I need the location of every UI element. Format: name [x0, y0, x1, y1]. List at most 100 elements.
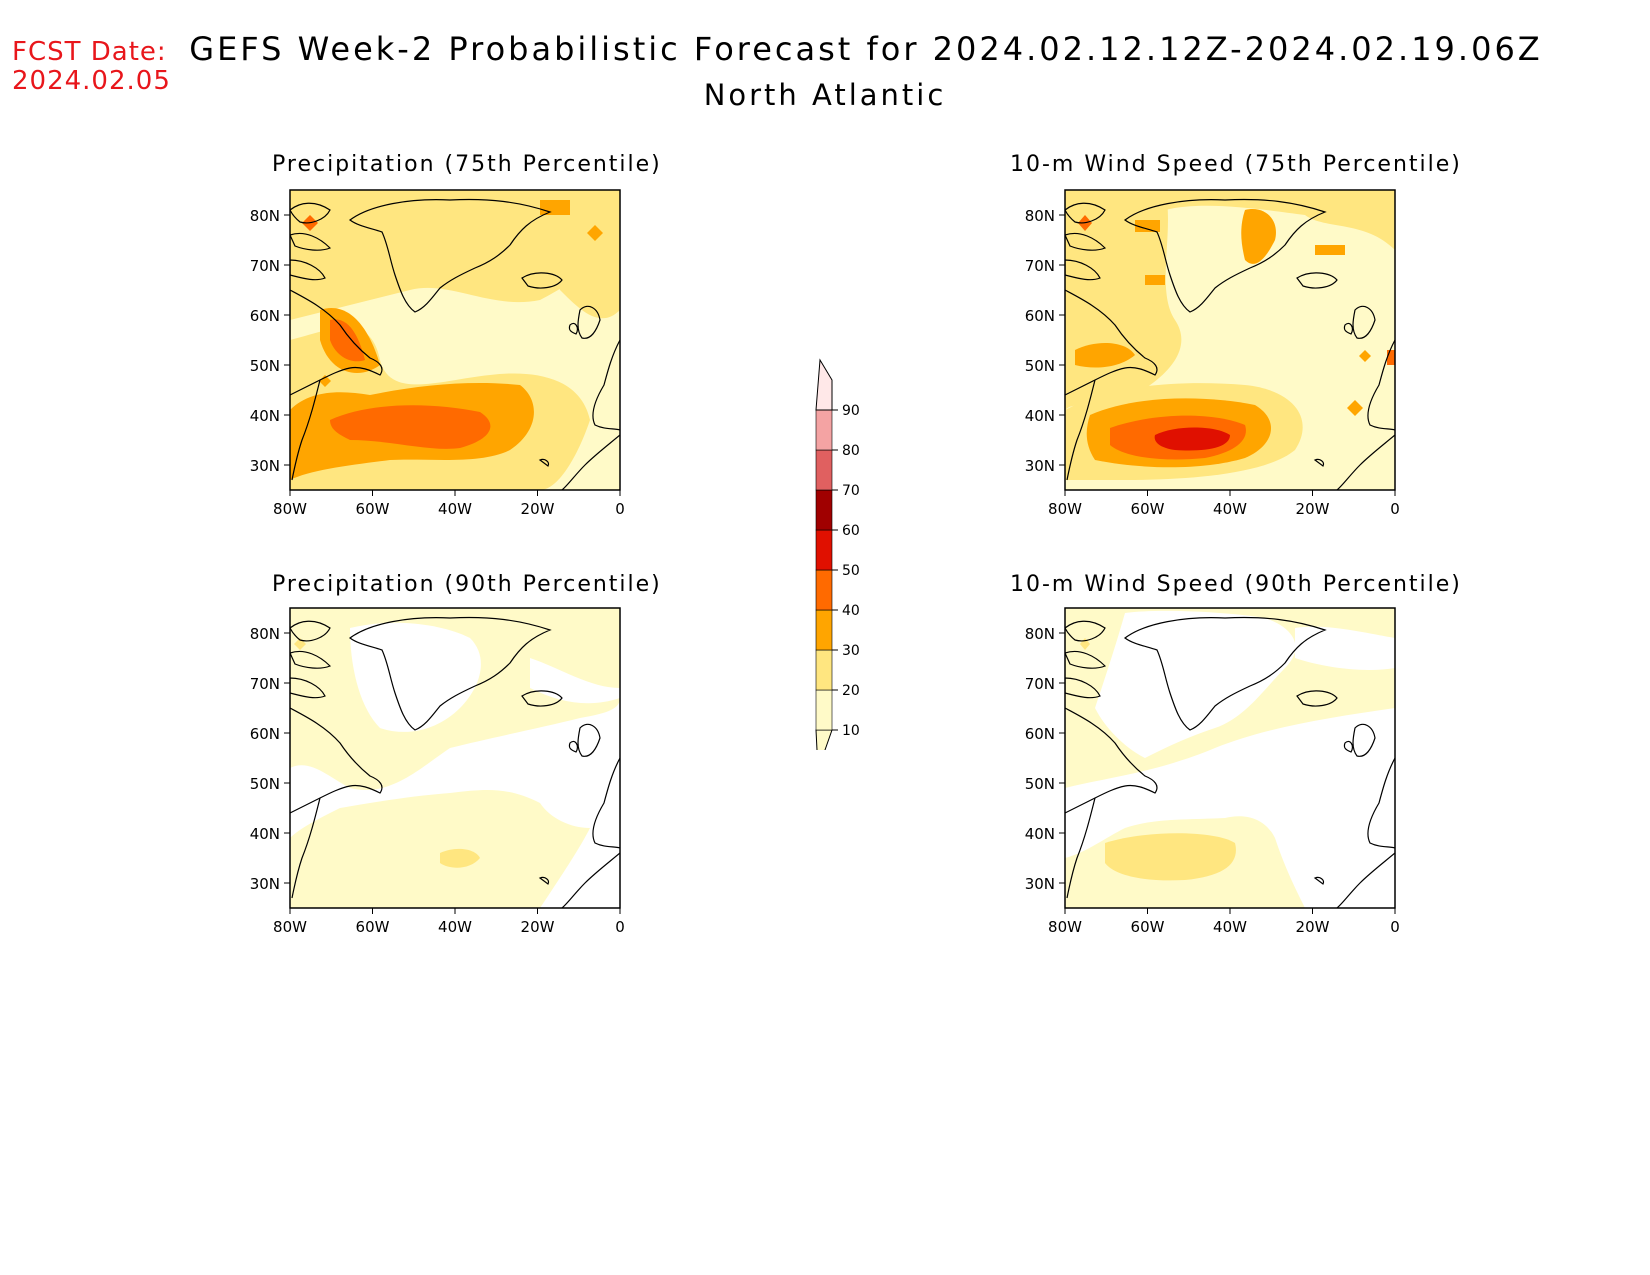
precip75-coastline-10	[561, 434, 620, 490]
wind90-ytick-label-5: 30N	[1025, 875, 1055, 893]
panel-title-wind75: 10-m Wind Speed (75th Percentile)	[1010, 152, 1462, 177]
precip75-coastline-0	[348, 198, 552, 313]
precip90-ytick-label-5: 30N	[250, 875, 280, 893]
wind90-ytick-label-2: 60N	[1025, 725, 1055, 743]
main-title: GEFS Week-2 Probabilistic Forecast for 2…	[189, 30, 1543, 68]
wind75-shade-10	[1135, 220, 1160, 232]
wind90-coastline-9	[1367, 757, 1395, 849]
precip75-shade-3	[530, 190, 620, 319]
colorbar: 10 20 30 40 50 60 70 80 90	[810, 330, 870, 771]
wind75-shade-2	[1165, 190, 1395, 250]
precip75-ytick-label-0: 80N	[250, 207, 280, 225]
colorbar-label-4: 50	[842, 563, 860, 579]
colorbar-segment-1	[815, 649, 833, 691]
precip75-plot: 80N 70N 60N 50N 40N 30N 80W 60W 40W 20W 0	[250, 189, 625, 518]
panel-title-precip90: Precipitation (90th Percentile)	[272, 572, 662, 597]
precip90-ytick-label-4: 40N	[250, 825, 280, 843]
precip90-coastline-6	[521, 690, 563, 707]
wind75-shade-11	[1359, 350, 1371, 362]
wind90-shade-3	[1295, 626, 1395, 670]
fcst-date: FCST Date: 2024.02.05	[12, 38, 171, 96]
precip90-coastline-7	[577, 723, 601, 757]
precip90-coastline-0	[348, 616, 552, 731]
colorbar-segment-0	[815, 689, 833, 731]
precip90-ytick-label-3: 50N	[250, 775, 280, 793]
wind75-xtick-label-4: 0	[1390, 500, 1400, 518]
colorbar-segment-3	[815, 569, 833, 611]
precip75-ytick-label-1: 70N	[250, 257, 280, 275]
precip75-xtick-label-0: 80W	[273, 500, 307, 518]
precip90-shade-2	[290, 698, 620, 908]
wind75-ytick-label-3: 50N	[1025, 357, 1055, 375]
colorbar-segment-8	[815, 358, 833, 411]
wind75-coastline-10	[1336, 434, 1395, 490]
wind75-ytick-label-5: 30N	[1025, 457, 1055, 475]
precip90-fields	[290, 608, 620, 908]
precip90-coastline-3	[290, 677, 326, 699]
precip75-ytick-label-4: 40N	[250, 407, 280, 425]
precip90-xtick-label-4: 0	[615, 918, 625, 936]
colorbar-label-0: 10	[842, 723, 860, 739]
wind75-coastline-7	[1352, 305, 1376, 339]
wind75-ytick-label-2: 60N	[1025, 307, 1055, 325]
wind75-xtick-label-1: 60W	[1131, 500, 1165, 518]
precip75-coastline-8	[568, 322, 579, 335]
colorbar-segment-5	[815, 489, 833, 531]
colorbar-segment-7	[815, 409, 833, 451]
wind75-xtick-label-2: 40W	[1213, 500, 1247, 518]
region-subtitle: North Atlantic	[703, 78, 947, 112]
wind90-ytick-label-1: 70N	[1025, 675, 1055, 693]
wind75-shade-14	[1145, 275, 1165, 285]
wind75-plot: 80N 70N 60N 50N 40N 30N 80W 60W 40W 20W 0	[1025, 189, 1400, 518]
precip75-fields	[290, 190, 620, 490]
wind75-coastline-6	[1296, 272, 1338, 289]
wind90-coastline-5	[1066, 797, 1096, 899]
precip90-coastline-8	[568, 740, 579, 753]
wind90-shade-4	[1105, 833, 1236, 881]
precip75-coastline-11	[538, 458, 550, 467]
wind90-xtick-label-2: 40W	[1213, 918, 1247, 936]
wind90-plot: 80N 70N 60N 50N 40N 30N 80W 60W 40W 20W 0	[1025, 607, 1400, 936]
wind75-coastline-8	[1343, 322, 1354, 335]
map-precip75-svg: 80N 70N 60N 50N 40N 30N 80W 60W 40W 20W 0	[250, 189, 625, 518]
precip75-ytick-label-5: 30N	[250, 457, 280, 475]
wind75-shade-7	[1241, 209, 1276, 264]
wind90-xtick-label-0: 80W	[1048, 918, 1082, 936]
wind90-coastline-8	[1343, 740, 1354, 753]
fcst-date-value: 2024.02.05	[12, 66, 171, 96]
precip75-coastline-7	[577, 305, 601, 339]
wind75-shade-12	[1347, 400, 1363, 416]
precip75-coastline-3	[290, 259, 326, 281]
precip90-coastline-1	[290, 620, 331, 642]
colorbar-label-7: 80	[842, 443, 860, 459]
wind75-coastline-2	[1065, 232, 1107, 251]
precip75-coastline-6	[521, 272, 563, 289]
precip75-coastline-2	[290, 232, 332, 251]
precip90-ytick-label-0: 80N	[250, 625, 280, 643]
precip75-shade-9	[540, 200, 570, 215]
colorbar-label-1: 20	[842, 683, 860, 699]
colorbar-segment-6	[815, 449, 833, 491]
precip75-xtick-label-2: 40W	[438, 500, 472, 518]
map-precip75: 80N 70N 60N 50N 40N 30N 80W 60W 40W 20W 0	[230, 189, 630, 530]
colorbar-label-2: 30	[842, 643, 860, 659]
wind75-coastline-3	[1065, 259, 1101, 281]
colorbar-label-5: 60	[842, 523, 860, 539]
wind75-ytick-label-0: 80N	[1025, 207, 1055, 225]
wind90-coastline-1	[1065, 620, 1106, 642]
wind90-coastline-0	[1123, 616, 1327, 731]
precip90-coastline-10	[561, 852, 620, 908]
precip90-xtick-label-2: 40W	[438, 918, 472, 936]
precip75-xtick-label-4: 0	[615, 500, 625, 518]
precip75-coastline-5	[291, 379, 321, 481]
precip75-ytick-label-2: 60N	[250, 307, 280, 325]
wind75-xtick-label-3: 20W	[1296, 500, 1330, 518]
precip75-ytick-label-3: 50N	[250, 357, 280, 375]
wind75-coastline-9	[1367, 339, 1395, 431]
precip90-xtick-label-1: 60W	[356, 918, 390, 936]
precip90-xtick-label-0: 80W	[273, 918, 307, 936]
colorbar-label-3: 40	[842, 603, 860, 619]
wind90-coastline-6	[1296, 690, 1338, 707]
colorbar-segment-4	[815, 529, 833, 571]
wind90-fields	[1065, 608, 1395, 908]
